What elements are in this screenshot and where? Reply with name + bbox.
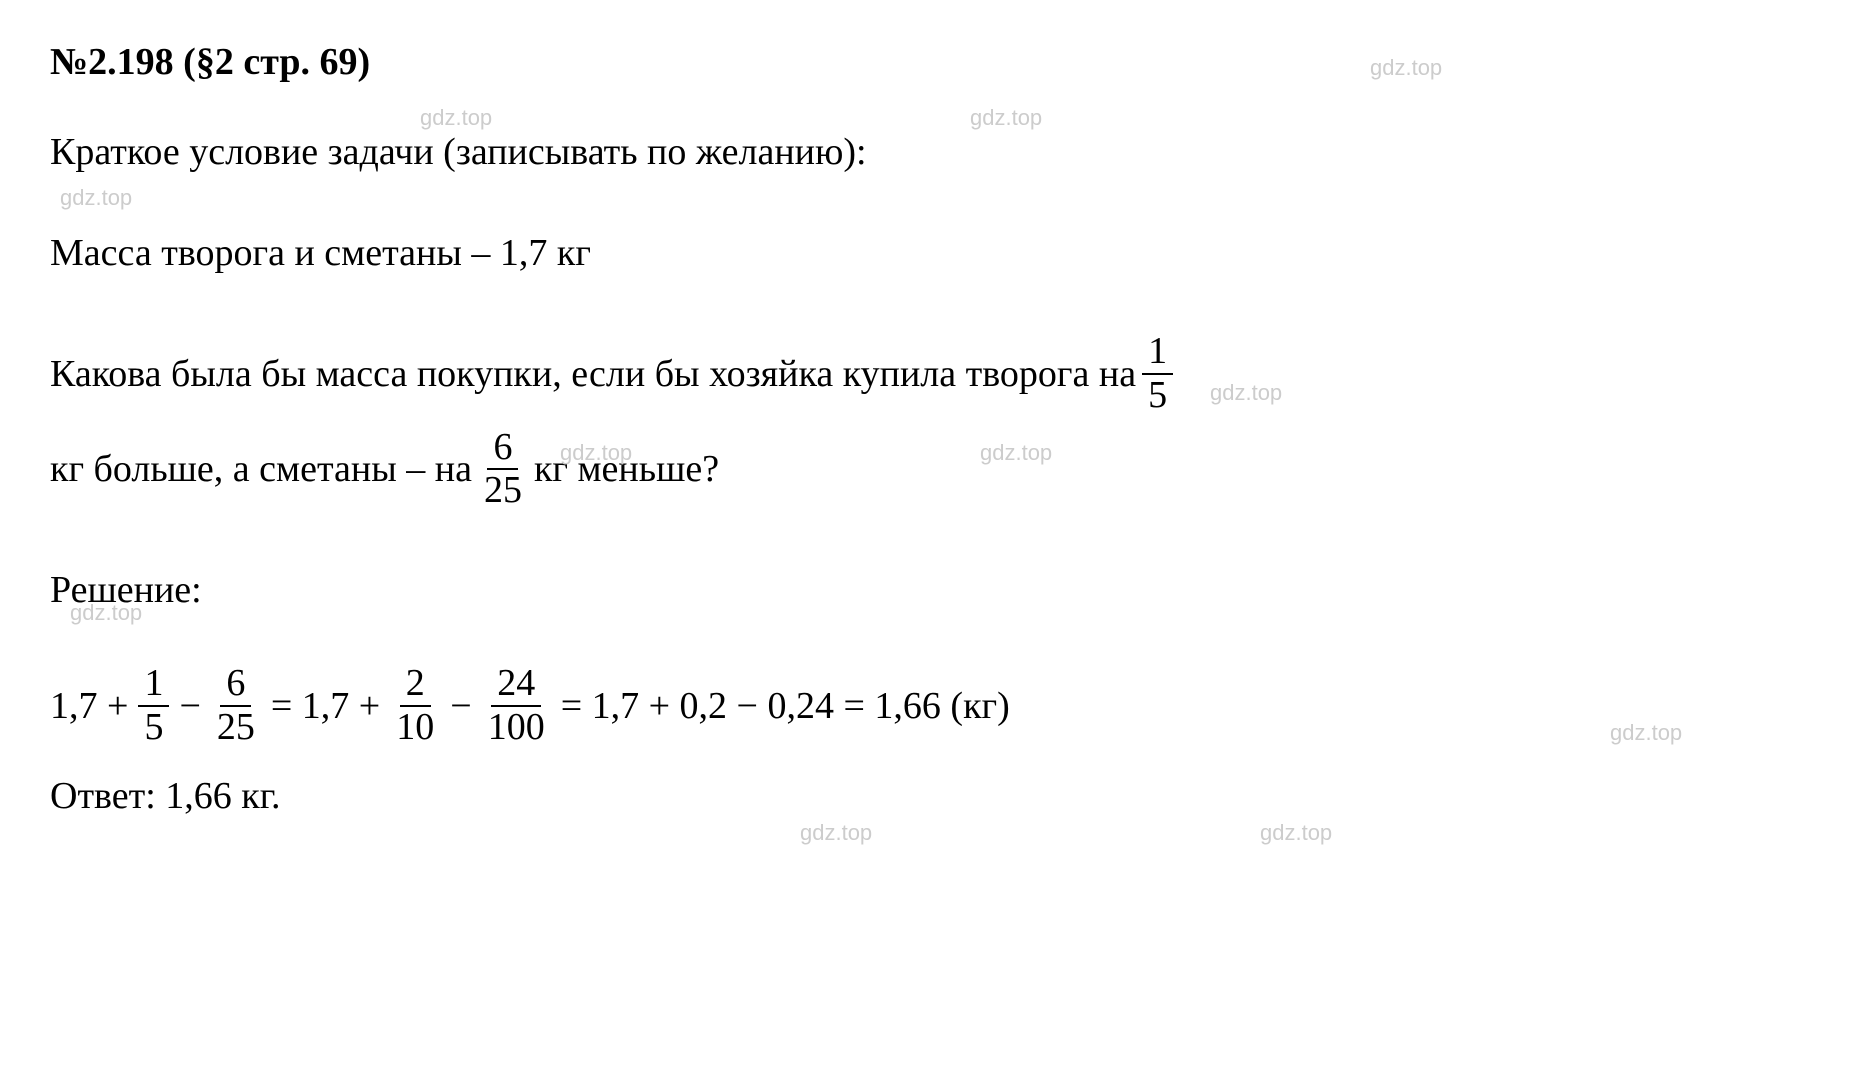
fraction-numerator: 6: [487, 427, 518, 471]
eq-text: 1,7 +: [50, 684, 128, 728]
problem-heading: №2.198 (§2 стр. 69): [50, 40, 1807, 84]
fraction-eq-3: 2 10: [390, 663, 440, 749]
eq-text: −: [450, 684, 471, 728]
fraction-eq-4: 24 100: [482, 663, 551, 749]
solution-label: Решение:: [50, 552, 1807, 628]
fraction-numerator: 1: [138, 663, 169, 707]
eq-text: −: [179, 684, 200, 728]
fraction-denominator: 10: [390, 707, 440, 749]
question-text-3: кг меньше?: [534, 435, 719, 503]
question-text-2: кг больше, а сметаны – на: [50, 435, 472, 503]
fraction-eq-1: 1 5: [138, 663, 169, 749]
fraction-denominator: 100: [482, 707, 551, 749]
question-text-1: Какова была бы масса покупки, если бы хо…: [50, 340, 1136, 408]
intro-text: Краткое условие задачи (записывать по же…: [50, 114, 1807, 190]
fraction-6-25: 6 25: [478, 427, 528, 513]
question-line-1: Какова была бы масса покупки, если бы хо…: [50, 331, 1807, 417]
fraction-denominator: 5: [138, 707, 169, 749]
fraction-numerator: 2: [400, 663, 431, 707]
watermark: gdz.top: [1260, 820, 1332, 846]
given-text: Масса творога и сметаны – 1,7 кг: [50, 215, 1807, 291]
fraction-denominator: 5: [1142, 375, 1173, 417]
eq-text: = 1,7 +: [271, 684, 380, 728]
question-line-2: кг больше, а сметаны – на 6 25 кг меньше…: [50, 427, 1807, 513]
eq-text: = 1,7 + 0,2 − 0,24 = 1,66 (кг): [561, 684, 1010, 728]
fraction-denominator: 25: [478, 470, 528, 512]
watermark: gdz.top: [800, 820, 872, 846]
equation-line: 1,7 + 1 5 − 6 25 = 1,7 + 2 10 − 24 100 =…: [50, 663, 1807, 749]
answer-text: Ответ: 1,66 кг.: [50, 774, 1807, 818]
fraction-numerator: 6: [220, 663, 251, 707]
fraction-numerator: 1: [1142, 331, 1173, 375]
fraction-denominator: 25: [211, 707, 261, 749]
fraction-1-5: 1 5: [1142, 331, 1173, 417]
fraction-eq-2: 6 25: [211, 663, 261, 749]
fraction-numerator: 24: [491, 663, 541, 707]
